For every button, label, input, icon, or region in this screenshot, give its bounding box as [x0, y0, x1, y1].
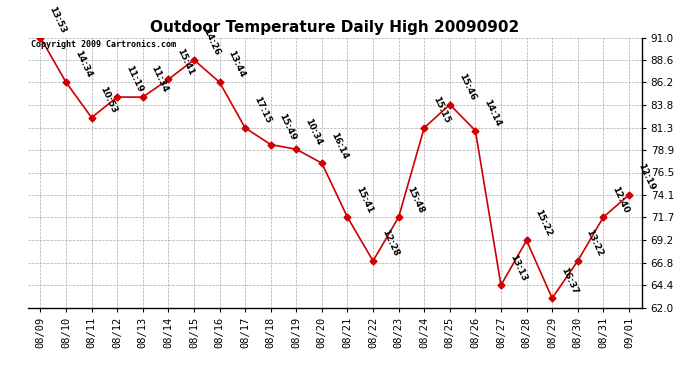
Text: 15:48: 15:48: [406, 184, 426, 214]
Text: Copyright 2009 Cartronics.com: Copyright 2009 Cartronics.com: [30, 40, 176, 49]
Text: 13:13: 13:13: [508, 253, 528, 282]
Text: 16:14: 16:14: [329, 130, 349, 160]
Text: 12:28: 12:28: [380, 228, 400, 258]
Text: 13:22: 13:22: [584, 228, 605, 258]
Text: 16:37: 16:37: [559, 266, 580, 296]
Text: 15:46: 15:46: [457, 72, 477, 102]
Title: Outdoor Temperature Daily High 20090902: Outdoor Temperature Daily High 20090902: [150, 20, 520, 35]
Text: 11:19: 11:19: [124, 64, 144, 94]
Text: 14:14: 14:14: [482, 98, 503, 128]
Text: 15:41: 15:41: [355, 184, 375, 214]
Text: 15:49: 15:49: [277, 112, 298, 142]
Text: 11:34: 11:34: [150, 64, 170, 94]
Text: 12:40: 12:40: [610, 184, 631, 214]
Text: 10:53: 10:53: [99, 85, 119, 115]
Text: 15:41: 15:41: [175, 47, 195, 76]
Text: 13:53: 13:53: [48, 5, 68, 35]
Text: 17:15: 17:15: [252, 95, 273, 125]
Text: 14:26: 14:26: [201, 27, 221, 57]
Text: 13:44: 13:44: [226, 50, 247, 80]
Text: 12:19: 12:19: [636, 162, 656, 192]
Text: 15:15: 15:15: [431, 95, 451, 125]
Text: 14:34: 14:34: [73, 50, 93, 80]
Text: 10:34: 10:34: [303, 117, 324, 147]
Text: 15:22: 15:22: [533, 208, 554, 238]
